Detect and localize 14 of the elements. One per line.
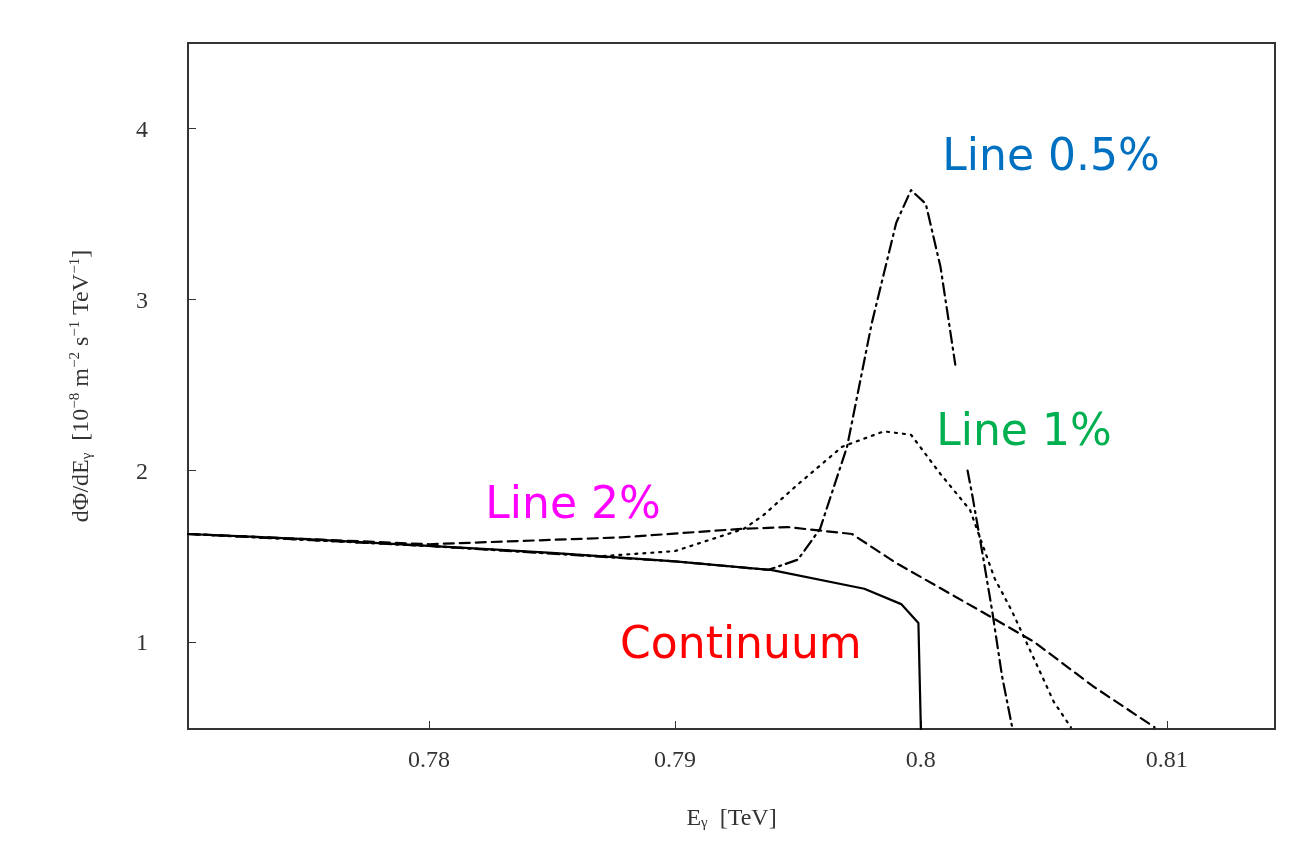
series-label: Line 0.5% <box>942 128 1160 180</box>
y-tick-label: 4 <box>136 115 148 142</box>
x-tick-label: 0.8 <box>905 746 936 772</box>
y-tick-label: 1 <box>136 628 148 655</box>
series-label: Line 1% <box>936 403 1112 455</box>
y-tick-label: 2 <box>136 457 148 484</box>
x-tick-label: 0.81 <box>1145 746 1188 772</box>
text: dΦ/dEγ [10−8 m−2 s−1 TeV−1] <box>65 249 94 523</box>
x-axis-title: Eγ [TeV] <box>686 803 777 830</box>
y-tick-label: 3 <box>136 286 148 313</box>
x-tick-label: 0.78 <box>408 746 451 772</box>
series-label: Line 2% <box>485 476 661 528</box>
x-tick-label: 0.79 <box>653 746 696 772</box>
series-label: Continuum <box>620 616 862 668</box>
